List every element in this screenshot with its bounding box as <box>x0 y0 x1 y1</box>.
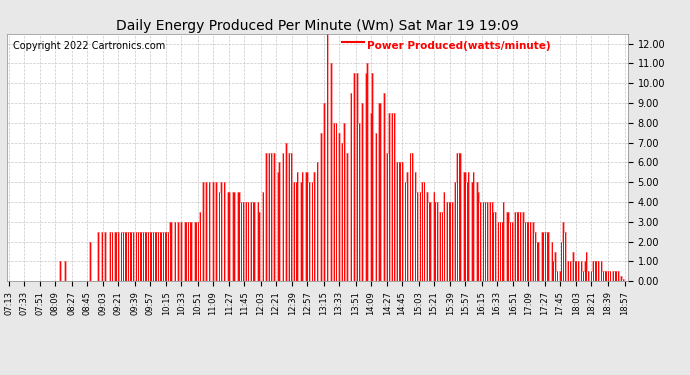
Text: Copyright 2022 Cartronics.com: Copyright 2022 Cartronics.com <box>13 41 166 51</box>
Title: Daily Energy Produced Per Minute (Wm) Sat Mar 19 19:09: Daily Energy Produced Per Minute (Wm) Sa… <box>116 19 519 33</box>
Text: Power Produced(watts/minute): Power Produced(watts/minute) <box>367 41 551 51</box>
